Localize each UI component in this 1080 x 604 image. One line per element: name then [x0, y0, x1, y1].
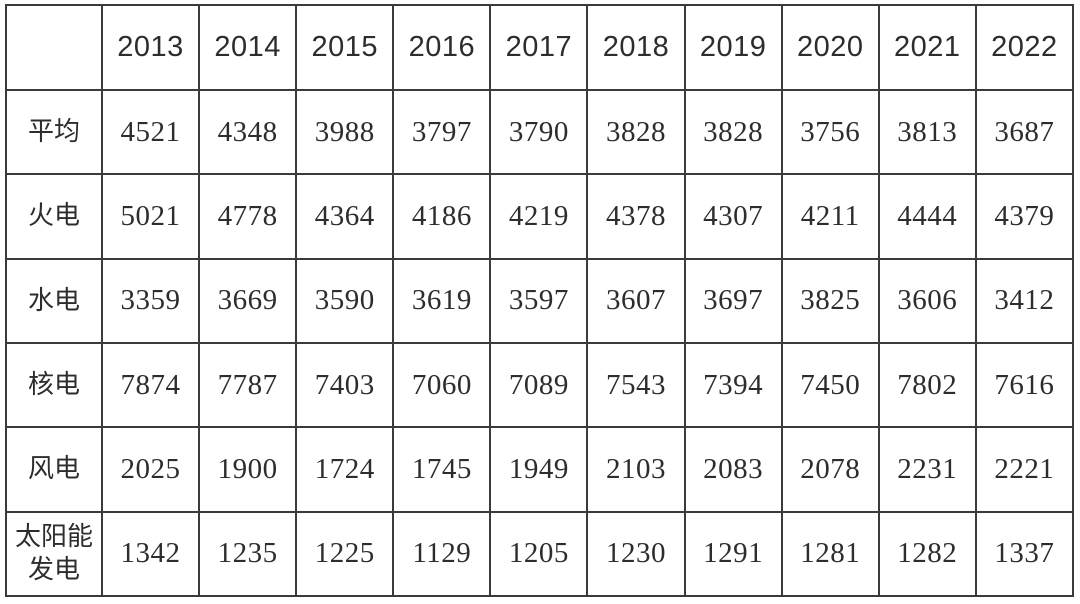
value-cell: 1282	[877, 510, 977, 598]
value-cell: 4307	[683, 173, 783, 260]
value-cell: 1281	[780, 510, 880, 598]
year-header-cell: 2014	[198, 4, 298, 91]
value-cell: 3813	[877, 88, 977, 176]
value-cell: 2221	[974, 426, 1075, 513]
value-cell: 3359	[100, 257, 201, 344]
value-cell: 1205	[489, 510, 589, 598]
table-row: 风电 2025 1900 1724 1745 1949 2103 2083 2078 2231 22…	[5, 426, 1075, 513]
value-cell: 3756	[780, 88, 880, 176]
table-row: 核电 7874 7787 7403 7060 7089 7543 7394 7450 7802 76…	[5, 341, 1075, 429]
year-header-cell: 2013	[100, 4, 201, 91]
value-cell: 3828	[586, 88, 686, 176]
table-row: 平均 4521 4348 3988 3797 3790 3828 3828 3756 3813 36…	[5, 88, 1075, 176]
value-cell: 5021	[100, 173, 201, 260]
row-label-cell: 核电	[5, 341, 103, 429]
value-cell: 1900	[198, 426, 298, 513]
value-cell: 7787	[198, 341, 298, 429]
value-cell: 7874	[100, 341, 201, 429]
value-cell: 1724	[295, 426, 395, 513]
value-cell: 7802	[877, 341, 977, 429]
value-cell: 1337	[974, 510, 1075, 598]
year-header-cell: 2021	[877, 4, 977, 91]
value-cell: 3619	[392, 257, 492, 344]
value-cell: 4348	[198, 88, 298, 176]
year-header-cell: 2017	[489, 4, 589, 91]
value-cell: 3828	[683, 88, 783, 176]
value-cell: 4378	[586, 173, 686, 260]
value-cell: 7543	[586, 341, 686, 429]
value-cell: 1225	[295, 510, 395, 598]
value-cell: 7450	[780, 341, 880, 429]
value-cell: 3606	[877, 257, 977, 344]
value-cell: 3687	[974, 88, 1075, 176]
row-label-cell: 水电	[5, 257, 103, 344]
row-label-cell: 太阳能发电	[5, 510, 103, 598]
row-label-cell: 风电	[5, 426, 103, 513]
row-label-cell: 火电	[5, 173, 103, 260]
year-header-cell: 2015	[295, 4, 395, 91]
table-head: 2013 2014 2015 2016 2017 2018 2019 2020 2021 2022	[5, 4, 1075, 91]
corner-cell	[5, 4, 103, 91]
table-body: 平均 4521 4348 3988 3797 3790 3828 3828 3756 3813 36…	[5, 88, 1075, 598]
value-cell: 3607	[586, 257, 686, 344]
header-row: 2013 2014 2015 2016 2017 2018 2019 2020 2021 2022	[5, 4, 1075, 91]
year-header-cell: 2020	[780, 4, 880, 91]
value-cell: 1230	[586, 510, 686, 598]
value-cell: 7089	[489, 341, 589, 429]
value-cell: 4521	[100, 88, 201, 176]
value-cell: 3697	[683, 257, 783, 344]
value-cell: 3590	[295, 257, 395, 344]
value-cell: 3790	[489, 88, 589, 176]
value-cell: 3825	[780, 257, 880, 344]
row-label-cell: 平均	[5, 88, 103, 176]
value-cell: 2078	[780, 426, 880, 513]
value-cell: 3669	[198, 257, 298, 344]
year-header-cell: 2019	[683, 4, 783, 91]
value-cell: 3797	[392, 88, 492, 176]
value-cell: 2231	[877, 426, 977, 513]
value-cell: 7403	[295, 341, 395, 429]
table-row: 太阳能发电 1342 1235 1225 1129 1205 1230 1291 1281 128…	[5, 510, 1075, 598]
value-cell: 4778	[198, 173, 298, 260]
value-cell: 1342	[100, 510, 201, 598]
value-cell: 7394	[683, 341, 783, 429]
table-row: 火电 5021 4778 4364 4186 4219 4378 4307 4211 4444 43…	[5, 173, 1075, 260]
value-cell: 3988	[295, 88, 395, 176]
value-cell: 4211	[780, 173, 880, 260]
value-cell: 3412	[974, 257, 1075, 344]
value-cell: 2025	[100, 426, 201, 513]
value-cell: 4364	[295, 173, 395, 260]
value-cell: 4219	[489, 173, 589, 260]
value-cell: 1745	[392, 426, 492, 513]
value-cell: 7060	[392, 341, 492, 429]
year-header-cell: 2018	[586, 4, 686, 91]
value-cell: 4444	[877, 173, 977, 260]
year-header-cell: 2016	[392, 4, 492, 91]
value-cell: 2103	[586, 426, 686, 513]
value-cell: 1129	[392, 510, 492, 598]
value-cell: 1235	[198, 510, 298, 598]
value-cell: 4379	[974, 173, 1075, 260]
value-cell: 4186	[392, 173, 492, 260]
value-cell: 3597	[489, 257, 589, 344]
value-cell: 1291	[683, 510, 783, 598]
power-utilization-table: 2013 2014 2015 2016 2017 2018 2019 2020 2021 2022…	[5, 4, 1075, 598]
value-cell: 1949	[489, 426, 589, 513]
value-cell: 7616	[974, 341, 1075, 429]
value-cell: 2083	[683, 426, 783, 513]
year-header-cell: 2022	[974, 4, 1075, 91]
table-row: 水电 3359 3669 3590 3619 3597 3607 3697 3825 3606 34…	[5, 257, 1075, 344]
